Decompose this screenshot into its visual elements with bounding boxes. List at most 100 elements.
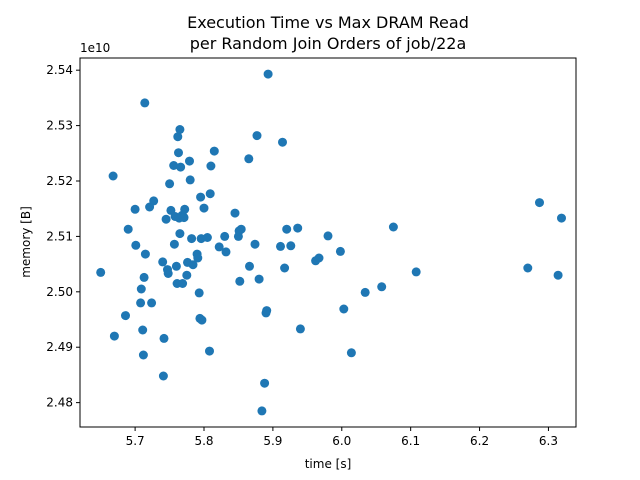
scatter-point (293, 223, 303, 233)
scatter-point (254, 274, 264, 284)
scatter-point (335, 246, 345, 256)
scatter-point (286, 241, 296, 251)
scatter-point (553, 270, 563, 280)
scatter-point (314, 253, 324, 263)
scatter-point (245, 261, 254, 271)
scatter-point (220, 231, 230, 241)
scatter-point (252, 131, 262, 141)
scatter-point (214, 242, 224, 252)
scatter-point (360, 287, 370, 297)
scatter-point (175, 229, 185, 239)
scatter-point (169, 239, 179, 249)
scatter-point (96, 267, 106, 277)
y-axis-ticks: 2.48 2.49 2.50 2.51 2.52 2.53 2.54 (46, 63, 80, 410)
x-axis-ticks: 5.7 5.8 5.9 6.0 6.1 6.2 6.3 (126, 427, 558, 448)
scatter-point (199, 203, 209, 213)
scatter-point (260, 378, 270, 388)
x-tick-label: 6.3 (539, 434, 558, 448)
scatter-point (187, 234, 197, 244)
scatter-point (158, 371, 168, 381)
scatter-point (123, 224, 133, 234)
y-tick-label: 2.53 (46, 119, 73, 133)
scatter-point (174, 148, 183, 158)
scatter-point (139, 272, 149, 282)
y-tick-label: 2.49 (46, 340, 73, 354)
scatter-point (193, 253, 203, 263)
scatter-point (209, 146, 219, 156)
scatter-point (523, 263, 533, 273)
scatter-point (130, 204, 140, 214)
scatter-point (171, 261, 181, 271)
scatter-point (535, 198, 544, 208)
scatter-point (388, 222, 398, 232)
scatter-point (138, 350, 148, 360)
y-tick-label: 2.48 (46, 396, 73, 410)
plot-frame (79, 57, 577, 428)
scatter-point (377, 282, 387, 292)
scatter-point (182, 270, 192, 280)
scatter-point (196, 192, 206, 202)
scatter-point (131, 240, 141, 250)
scatter-point (230, 208, 240, 218)
scatter-point (205, 189, 215, 199)
scatter-point (244, 154, 254, 164)
scatter-point (173, 132, 183, 142)
scatter-point (159, 333, 169, 343)
scatter-point (557, 213, 566, 223)
scatter-point (165, 179, 175, 189)
scatter-point (202, 233, 212, 242)
scatter-point (282, 224, 292, 234)
scatter-point (257, 406, 267, 416)
scatter-point (339, 304, 349, 314)
scatter-point (140, 249, 150, 259)
scatter-point (149, 196, 159, 206)
scatter-point (158, 257, 168, 267)
scatter-point (136, 284, 146, 294)
scatter-point (263, 69, 273, 79)
scatter-point (346, 348, 356, 358)
x-tick-label: 5.9 (263, 434, 282, 448)
y-tick-label: 2.50 (46, 285, 73, 299)
scatter-point (136, 298, 146, 308)
scatter-point (280, 263, 290, 273)
scatter-point (206, 161, 216, 171)
scatter-point (278, 137, 287, 147)
scatter-point (185, 156, 194, 166)
y-axis-offset-label: 1e10 (80, 41, 110, 55)
data-points (96, 69, 566, 416)
chart-title-line-2: per Random Join Orders of job/22a (190, 34, 467, 53)
scatter-point (411, 267, 421, 277)
x-tick-label: 5.7 (126, 434, 145, 448)
scatter-point (147, 298, 157, 308)
scatter-point (109, 331, 119, 341)
scatter-point (108, 171, 118, 181)
scatter-point (221, 247, 231, 257)
scatter-point (176, 162, 186, 172)
chart-title-line-1: Execution Time vs Max DRAM Read (187, 13, 469, 32)
x-tick-label: 6.2 (470, 434, 489, 448)
scatter-point (205, 346, 214, 356)
y-tick-label: 2.51 (46, 229, 73, 243)
scatter-point (323, 231, 333, 241)
scatter-point (295, 324, 305, 334)
scatter-point (235, 276, 245, 286)
scatter-point (163, 269, 173, 278)
x-tick-label: 6.1 (401, 434, 420, 448)
scatter-point (175, 125, 185, 134)
scatter-point (197, 315, 207, 325)
scatter-point (188, 260, 198, 270)
scatter-point (179, 213, 189, 223)
scatter-point (161, 214, 171, 224)
scatter-point (276, 241, 285, 251)
scatter-point (180, 204, 190, 214)
scatter-point (138, 325, 148, 335)
scatter-point (194, 288, 204, 298)
scatter-point (236, 224, 246, 234)
scatter-point (140, 98, 150, 108)
scatter-point (250, 239, 260, 249)
y-tick-label: 2.52 (46, 174, 73, 188)
y-tick-label: 2.54 (46, 63, 73, 77)
scatter-point (262, 306, 272, 316)
scatter-point (178, 279, 188, 288)
